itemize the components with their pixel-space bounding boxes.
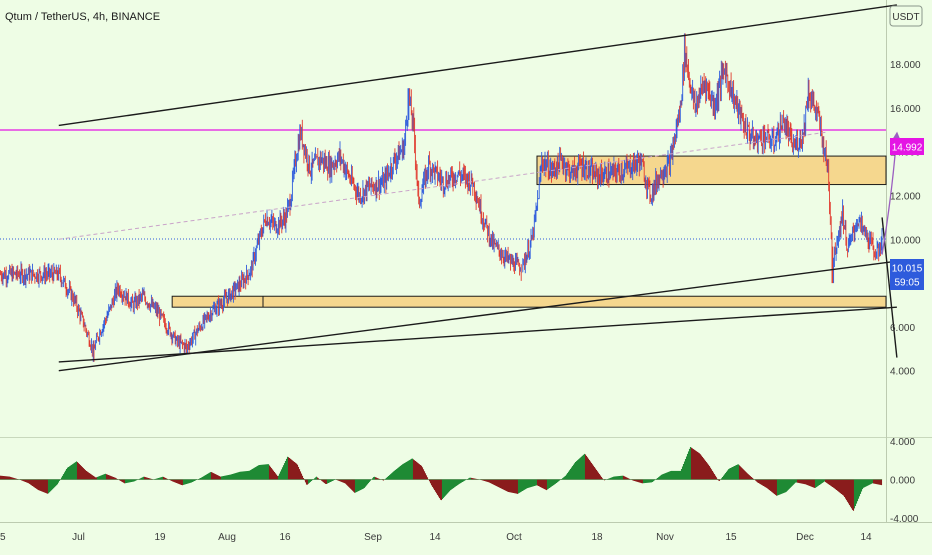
- time-tick-label: 16: [279, 532, 291, 543]
- time-tick-label: Dec: [796, 532, 814, 543]
- last-price-text: 10.015: [892, 264, 923, 275]
- time-tick-label: 18: [591, 532, 603, 543]
- time-tick-label: Oct: [506, 532, 522, 543]
- time-tick-label: 5: [0, 532, 6, 543]
- oscillator-tick-label: 0.000: [890, 476, 915, 487]
- time-tick-label: Nov: [656, 532, 674, 543]
- time-tick-label: 19: [154, 532, 166, 543]
- level-price-label: 14.992: [890, 138, 924, 155]
- currency-button[interactable]: USDT: [889, 5, 923, 27]
- last-price-tag: [890, 259, 924, 290]
- time-tick-label: 14: [860, 532, 872, 543]
- price-tick-label: 4.000: [890, 367, 915, 378]
- last-price-label: 10.015 59:05: [890, 259, 924, 290]
- dashed-trendline-3[interactable]: [58, 131, 828, 240]
- time-tick-label: 14: [429, 532, 441, 543]
- chart-title: Qtum / TetherUS, 4h, BINANCE: [5, 11, 160, 23]
- zone-0[interactable]: [171, 295, 887, 308]
- time-tick-label: Jul: [72, 532, 85, 543]
- time-tick-label: 15: [725, 532, 737, 543]
- trendline-0[interactable]: [58, 4, 897, 127]
- oscillator-tick-label: -4.000: [890, 514, 919, 525]
- level-price-tag: [890, 138, 924, 155]
- currency-label[interactable]: USDT: [892, 12, 919, 23]
- currency-button-frame[interactable]: [889, 5, 923, 27]
- price-tick-label: 12.000: [890, 192, 921, 203]
- price-tick-label: 16.000: [890, 104, 921, 115]
- time-tick-label: Aug: [218, 532, 236, 543]
- oscillator-layer: [0, 447, 883, 511]
- price-tick-label: 10.000: [890, 235, 921, 246]
- trendline-2[interactable]: [58, 260, 897, 372]
- time-tick-label: Sep: [364, 532, 382, 543]
- oscillator-tick-label: 4.000: [890, 437, 915, 448]
- candle-countdown: 59:05: [894, 278, 919, 289]
- guides-layer: [0, 129, 886, 240]
- price-tick-label: 6.000: [890, 323, 915, 334]
- level-price-text: 14.992: [892, 143, 923, 154]
- price-tick-label: 18.000: [890, 60, 921, 71]
